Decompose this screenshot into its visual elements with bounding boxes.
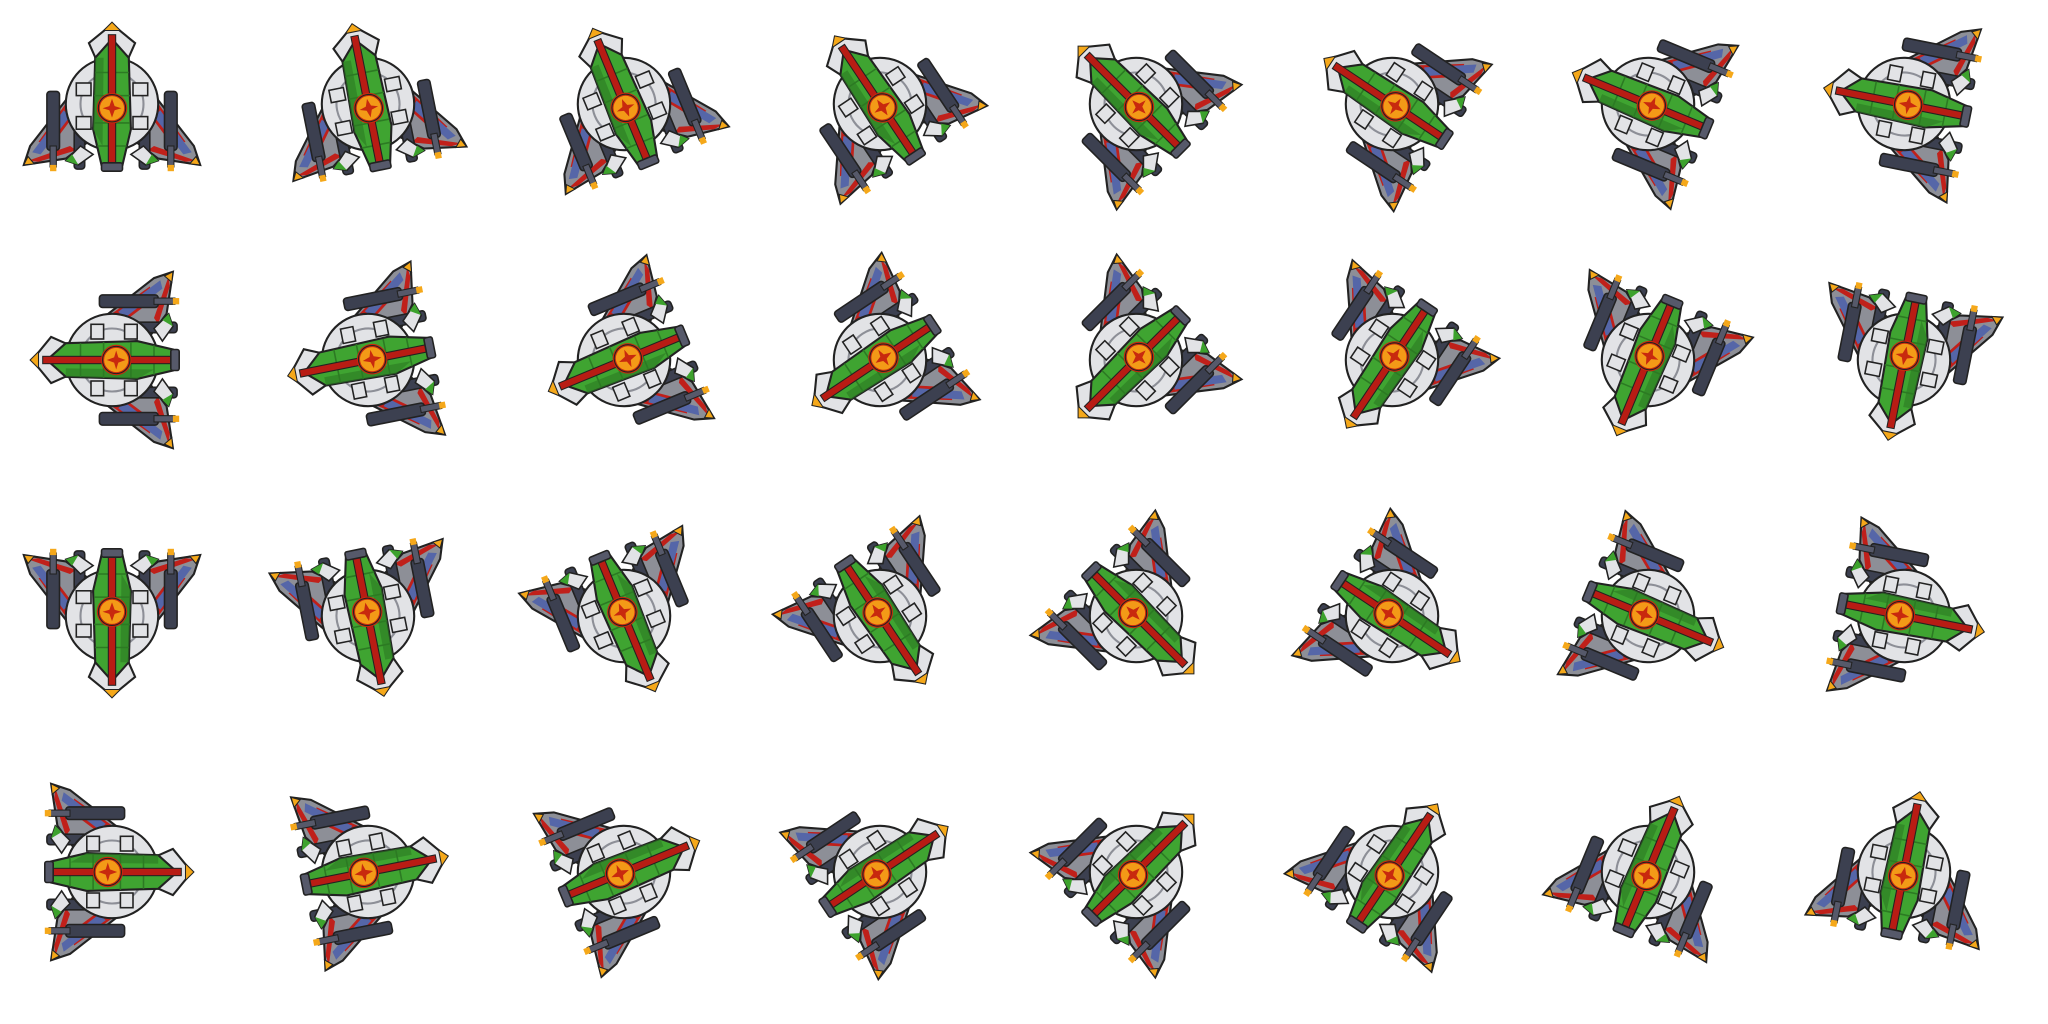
starfighter-icon <box>1028 811 1197 980</box>
starfighter-icon <box>289 796 450 973</box>
sprite-frame <box>752 232 1008 488</box>
starfighter-icon <box>292 22 469 183</box>
sprite-frame <box>1264 744 1520 1000</box>
starfighter-icon <box>286 259 447 436</box>
sprite-frame <box>240 488 496 744</box>
starfighter-icon <box>1028 508 1197 677</box>
sprite-frame <box>752 0 1008 232</box>
sprite-frame <box>496 488 752 744</box>
starfighter-icon <box>1825 515 1986 692</box>
starfighter-icon <box>1571 39 1740 211</box>
starfighter-icon <box>547 253 716 425</box>
starfighter-icon <box>532 807 701 979</box>
starfighter-icon <box>1075 252 1244 421</box>
sprite-frame <box>1776 0 2032 232</box>
sprite-frame <box>1264 232 1520 488</box>
sprite-frame <box>1264 488 1520 744</box>
starfighter-icon <box>1556 509 1725 681</box>
sprite-frame <box>0 488 240 744</box>
starfighter-icon <box>770 514 941 685</box>
starfighter-icon <box>778 811 949 982</box>
starfighter-icon <box>22 21 202 172</box>
sprite-frame <box>0 232 240 488</box>
starfighter-icon <box>1541 795 1713 964</box>
sprite-frame <box>496 744 752 1000</box>
starfighter-icon <box>267 537 444 698</box>
sprite-frame <box>752 488 1008 744</box>
starfighter-icon <box>1282 803 1453 974</box>
sprite-frame <box>0 0 240 232</box>
sprite-frame <box>0 744 240 1000</box>
starfighter-icon <box>1822 28 1983 205</box>
sprite-frame <box>496 0 752 232</box>
starfighter-icon <box>1331 258 1502 429</box>
sprite-frame <box>240 744 496 1000</box>
starfighter-icon <box>1828 281 2005 442</box>
starfighter-icon <box>819 35 990 206</box>
sprite-frame <box>1008 488 1264 744</box>
starfighter-icon <box>811 250 982 421</box>
sprite-frame <box>240 232 496 488</box>
sprite-frame <box>1776 744 2032 1000</box>
starfighter-icon <box>559 27 731 196</box>
sprite-frame <box>1264 0 1520 232</box>
starfighter-icon <box>1290 506 1461 677</box>
sprite-frame <box>1776 488 2032 744</box>
sprite-frame <box>240 0 496 232</box>
starfighter-icon <box>1583 268 1755 437</box>
starfighter-icon <box>29 270 180 450</box>
sprite-frame <box>1008 232 1264 488</box>
sprite-frame <box>1008 744 1264 1000</box>
starfighter-icon <box>1803 790 1980 951</box>
starfighter-icon <box>44 782 195 962</box>
sprite-frame <box>1520 0 1776 232</box>
starfighter-icon <box>1323 43 1494 214</box>
starfighter-icon <box>22 548 202 699</box>
sprite-frame <box>1008 0 1264 232</box>
sprite-frame <box>496 232 752 488</box>
sprite-frame <box>1520 232 1776 488</box>
starfighter-icon <box>517 524 689 693</box>
starfighter-icon <box>1075 43 1244 212</box>
sprite-frame <box>1520 488 1776 744</box>
sprite-frame <box>1520 744 1776 1000</box>
sprite-frame <box>752 744 1008 1000</box>
sprite-frame <box>1776 232 2032 488</box>
